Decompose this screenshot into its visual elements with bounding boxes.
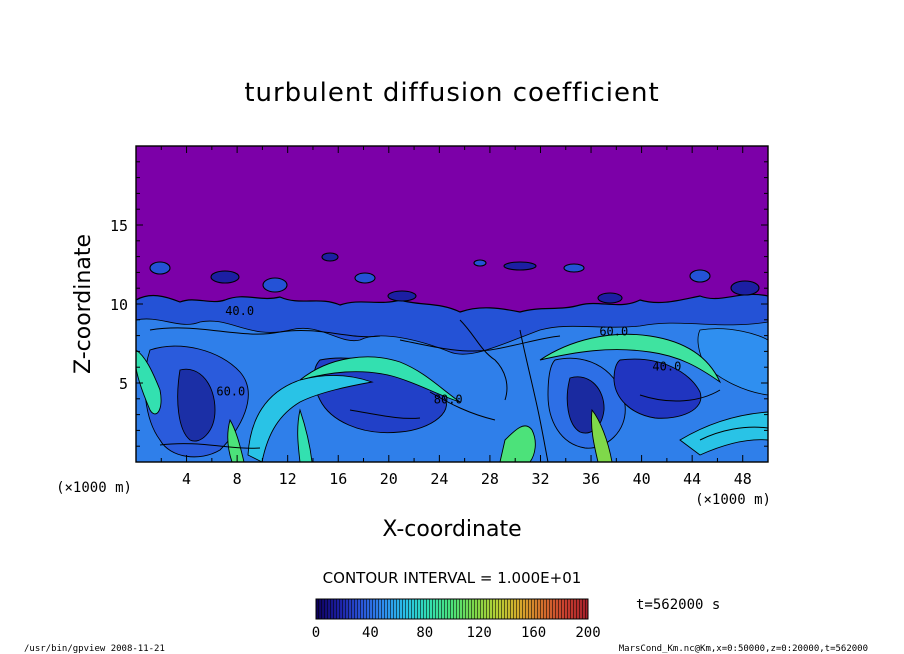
colorbar-tick-label: 40: [362, 625, 379, 641]
cloud-blob: [473, 259, 487, 267]
contour-lines: [149, 319, 768, 462]
y-axis: 5 10 15: [110, 161, 768, 447]
eddy-core: [177, 368, 216, 442]
chart-title: turbulent diffusion coefficient: [244, 78, 659, 108]
x-tick-label: 44: [683, 470, 701, 488]
colorbar-ticks: 0 40 80 120 160 200: [312, 625, 601, 641]
y-axis-label: Z-coordinate: [71, 234, 96, 374]
colorbar-tick-label: 200: [575, 625, 600, 641]
shear-band: [297, 408, 313, 462]
x-tick-label: 12: [279, 470, 297, 488]
contour-line: [699, 426, 768, 441]
contour-label: 60.0: [216, 385, 245, 399]
contour-labels: 60.0 80.0 60.0 40.0 40.0: [216, 304, 681, 406]
contour-line: [149, 327, 381, 338]
x-tick-label: 4: [182, 470, 191, 488]
contour-line: [429, 391, 496, 421]
colorbar-tick-label: 160: [521, 625, 546, 641]
cloud-blob: [210, 270, 240, 284]
colorbar-stripes: [316, 599, 588, 619]
contour-label: 40.0: [225, 304, 254, 318]
shear-band: [591, 408, 613, 462]
contour-label: 40.0: [652, 359, 681, 373]
cloud-blob: [689, 269, 711, 283]
x-tick-label: 16: [329, 470, 347, 488]
contour-interval-label: CONTOUR INTERVAL = 1.000E+01: [323, 569, 582, 587]
shear-band: [539, 333, 722, 384]
colorbar-tick-label: 80: [416, 625, 433, 641]
colorbar-tick-label: 120: [467, 625, 492, 641]
contour-line: [399, 335, 561, 352]
shear-band: [227, 418, 245, 462]
contour-line: [349, 409, 421, 419]
shear-band: [136, 349, 162, 415]
x-tick-label: 40: [633, 470, 651, 488]
shear-band: [299, 356, 461, 403]
contour-line: [639, 389, 721, 402]
x-tick-label: 24: [430, 470, 448, 488]
y-tick-label: 15: [110, 217, 128, 235]
contour-label: 60.0: [599, 325, 628, 339]
shear-band: [679, 411, 768, 456]
x-tick-label: 32: [531, 470, 549, 488]
shear-band: [499, 425, 536, 462]
cloud-blob: [354, 272, 376, 284]
colorbar-tick-label: 0: [312, 625, 320, 641]
cloud-blob: [503, 261, 537, 271]
time-label: t=562000 s: [636, 597, 720, 613]
x-tick-label: 28: [481, 470, 499, 488]
cloud-blob: [149, 261, 171, 275]
cloud-blob: [563, 263, 585, 273]
x-tick-label: 8: [233, 470, 242, 488]
cloud-top-blobs: [149, 252, 760, 304]
y-tick-label: 5: [119, 375, 128, 393]
eddy-region: [613, 358, 702, 419]
y-tick-label: 10: [110, 296, 128, 314]
field-region: [697, 328, 768, 396]
cloud-blob: [730, 280, 760, 296]
x-tick-label: 36: [582, 470, 600, 488]
footer-left: /usr/bin/gpview 2008-11-21: [24, 644, 165, 654]
x-axis-label: X-coordinate: [382, 517, 521, 542]
cloud-blob: [597, 292, 623, 304]
cloud-blob: [321, 252, 339, 262]
x-axis: 4 8 12 16 20 24 28 32 36 40 44 48: [160, 146, 752, 488]
contour-line: [459, 319, 508, 401]
cloud-blob: [387, 290, 417, 302]
x-tick-label: 48: [734, 470, 752, 488]
cloud-blob: [262, 277, 288, 293]
shear-band: [247, 375, 374, 462]
contour-line: [519, 329, 549, 462]
contour-label: 80.0: [434, 393, 463, 407]
footer-right: MarsCond_Km.nc@Km,x=0:50000,z=0:20000,t=…: [619, 644, 868, 654]
x-unit-left: (×1000 m): [56, 480, 132, 496]
plot-area: [136, 146, 768, 462]
contour-line: [159, 443, 261, 449]
x-tick-label: 20: [380, 470, 398, 488]
x-unit-right: (×1000 m): [695, 492, 771, 508]
